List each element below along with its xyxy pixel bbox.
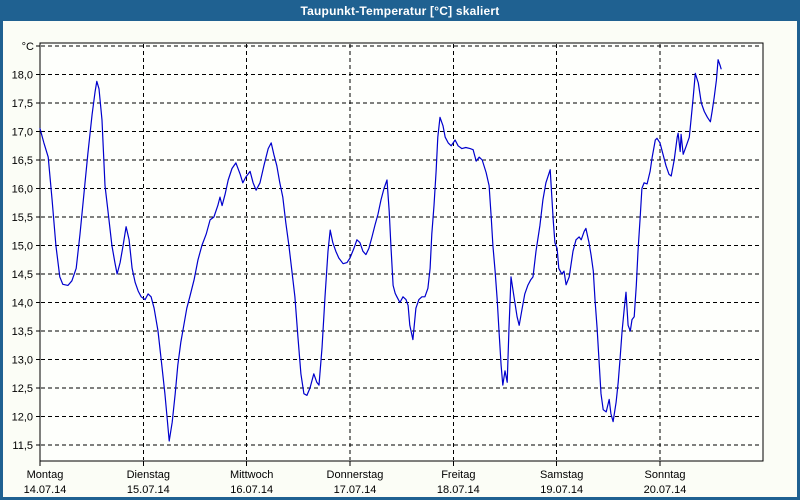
window-title: Taupunkt-Temperatur [°C] skaliert [300,3,500,18]
chart-canvas [3,21,797,497]
title-bar: Taupunkt-Temperatur [°C] skaliert [0,0,800,21]
